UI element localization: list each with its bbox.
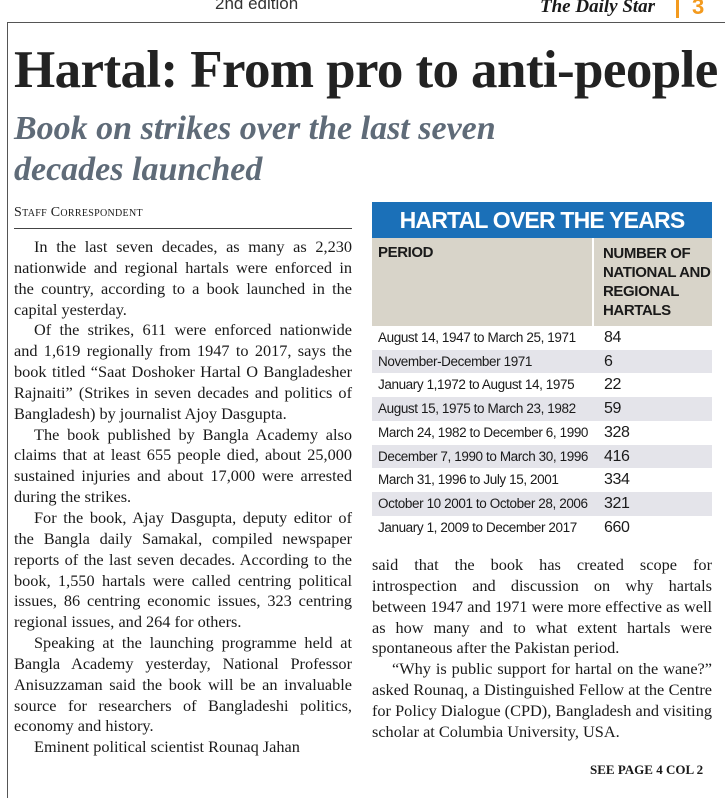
hartal-count: 321 [604, 494, 630, 512]
period: March 24, 1982 to December 6, 1990 [378, 424, 589, 440]
column-header: PERIOD [378, 244, 434, 261]
byline: Staff Correspondent [14, 205, 143, 220]
paragraph: The book published by Bangla Academy als… [14, 424, 352, 507]
table-row: December 7, 1990 to March 30, 1996 416 [372, 444, 712, 469]
page-number: 3 [692, 0, 705, 19]
hartal-table: HARTAL OVER THE YEARS PERIOD NUMBER OF N… [372, 202, 712, 540]
period: August 14, 1947 to March 25, 1971 [378, 330, 576, 345]
period: January 1, 2009 to December 2017 [378, 519, 577, 535]
headline: Hartal: From pro to anti-people [14, 41, 718, 99]
byline-rule [14, 228, 352, 229]
left-rule [7, 22, 8, 798]
hartal-count: 59 [604, 400, 621, 418]
hartal-count: 84 [604, 329, 621, 346]
table-title: HARTAL OVER THE YEARS [372, 202, 712, 238]
period: November-December 1971 [378, 353, 533, 369]
table-row: October 10 2001 to October 28, 2006 321 [372, 491, 712, 516]
table-row: March 24, 1982 to December 6, 1990 328 [372, 420, 712, 445]
table-row: January 1,1972 to August 14, 1975 22 [372, 373, 712, 398]
continuation: SEE PAGE 4 COL 2 [590, 762, 704, 777]
table-row: January 1, 2009 to December 2017 660 [372, 515, 712, 540]
hartal-count: 328 [604, 423, 630, 441]
period: August 15, 1975 to March 23, 1982 [378, 401, 576, 417]
paragraph: said that the book has created scope for… [372, 555, 712, 658]
top-rule [7, 22, 725, 23]
right-column: said that the book has created scope for… [372, 555, 712, 743]
period: January 1,1972 to August 14, 1975 [378, 377, 575, 393]
period: December 7, 1990 to March 30, 1996 [378, 448, 589, 464]
masthead-bar [676, 0, 679, 18]
paragraph: Speaking at the launching programme held… [14, 633, 352, 736]
left-column: In the last seven decades, as many as 2,… [14, 237, 352, 758]
column-header: NUMBER OF NATIONAL AND REGIONAL HARTALS [603, 245, 711, 319]
paragraph: “Why is public support for hartal on the… [372, 659, 712, 741]
hartal-count: 416 [604, 447, 630, 465]
edition: 2nd edition [215, 0, 299, 13]
paragraph: Eminent political scientist Rounaq Jahan [34, 737, 300, 757]
period: March 31, 1996 to July 15, 2001 [378, 472, 559, 488]
hartal-count: 660 [604, 518, 630, 536]
table-row: August 15, 1975 to March 23, 1982 59 [372, 397, 712, 421]
table-header [372, 238, 712, 326]
hartal-count: 334 [604, 471, 630, 489]
table-row: November-December 1971 6 [372, 349, 712, 374]
table-row: March 31, 1996 to July 15, 2001 334 [372, 468, 712, 492]
masthead: The Daily Star [540, 0, 656, 17]
table-row: August 14, 1947 to March 25, 1971 84 [372, 326, 712, 350]
hartal-count: 6 [604, 352, 613, 370]
paragraph: In the last seven decades, as many as 2,… [14, 237, 352, 319]
hartal-count: 22 [604, 376, 621, 394]
subheadline: Book on strikes over the last seven deca… [14, 110, 496, 188]
paragraph: For the book, Ajay Dasgupta, deputy edit… [14, 507, 352, 632]
period: October 10 2001 to October 28, 2006 [378, 495, 588, 511]
paragraph: Of the strikes, 611 were enforced nation… [14, 320, 352, 423]
